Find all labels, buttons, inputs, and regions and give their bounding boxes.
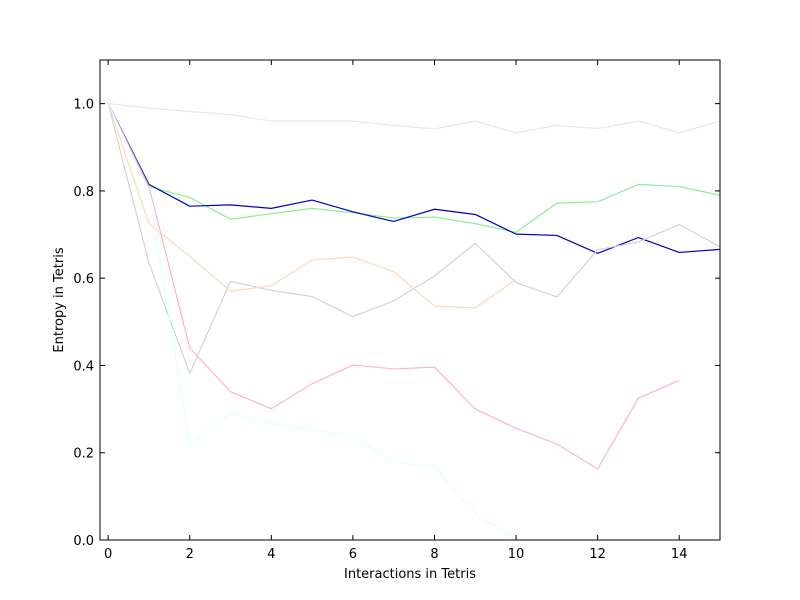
x-tick-label: 14 [671, 547, 688, 562]
series-line-5 [107, 103, 517, 309]
x-axis-label: Interactions in Tetris [344, 567, 476, 582]
series-line-7 [107, 103, 517, 541]
x-tick-label: 8 [430, 547, 438, 562]
series-line-2 [107, 103, 721, 233]
y-tick-label: 0.2 [73, 447, 94, 462]
x-tick-label: 0 [104, 547, 112, 562]
x-tick-label: 2 [186, 547, 194, 562]
y-tick-label: 0.0 [73, 534, 94, 549]
y-tick-label: 0.6 [73, 272, 94, 287]
y-axis-label: Entropy in Tetris [52, 247, 67, 352]
x-tick-label: 10 [508, 547, 525, 562]
x-tick-label: 12 [589, 547, 606, 562]
plot-frame [99, 59, 721, 541]
y-tick-label: 1.0 [73, 98, 94, 113]
series-layer [107, 103, 721, 541]
series-line-1 [108, 103, 721, 134]
x-tick-label: 6 [349, 547, 357, 562]
y-tick-label: 0.4 [73, 359, 94, 374]
x-tick-label: 4 [267, 547, 275, 562]
ticks-layer: 0 2 4 6 8 10 12 14 0.0 0.2 0.4 0.6 0.8 1.0 [73, 60, 720, 562]
y-tick-label: 0.8 [73, 185, 94, 200]
series-line-6 [107, 103, 680, 470]
